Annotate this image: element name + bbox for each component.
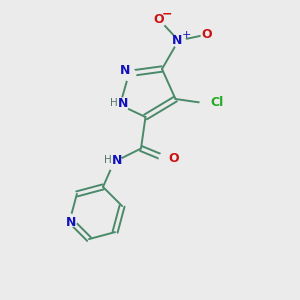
Text: N: N [172, 34, 182, 47]
Text: O: O [154, 13, 164, 26]
Text: O: O [202, 28, 212, 41]
Text: Cl: Cl [210, 96, 223, 110]
Text: −: − [161, 7, 172, 20]
Text: H: H [110, 98, 117, 108]
Text: H: H [103, 155, 111, 165]
Text: N: N [66, 216, 76, 229]
Text: +: + [181, 29, 191, 40]
Text: N: N [118, 97, 128, 110]
Text: N: N [112, 154, 122, 167]
Text: N: N [120, 64, 130, 77]
Text: O: O [168, 152, 179, 165]
